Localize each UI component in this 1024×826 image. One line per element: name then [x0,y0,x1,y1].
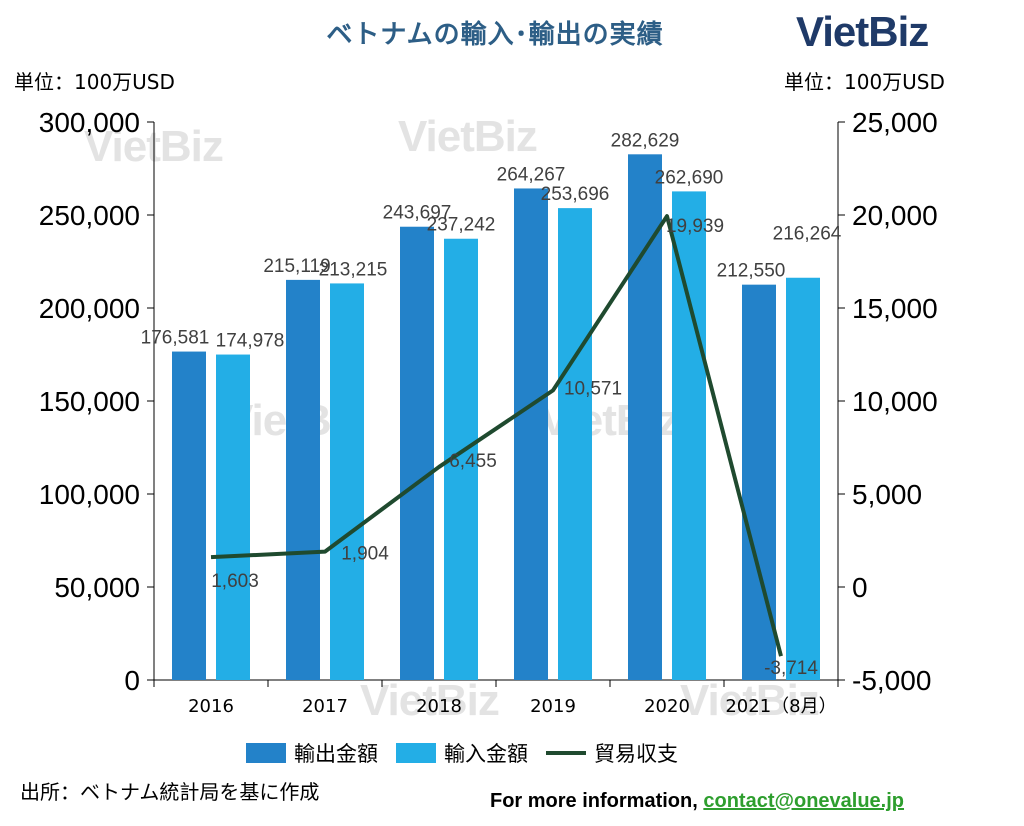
left-tick-label: 300,000 [39,107,140,138]
left-tick-label: 200,000 [39,293,140,324]
bar-import [216,354,250,680]
line-balance-label: -3,714 [764,658,818,679]
legend-item-import: 輸入金額 [396,738,528,768]
line-balance-label: 1,904 [341,544,389,565]
x-tick-label: 2021（8月） [725,696,836,717]
left-axis-unit: 単位：100万USD [14,70,175,94]
source-note: 出所：ベトナム統計局を基に作成 [20,780,320,804]
x-tick-label: 2020 [644,696,690,717]
bar-export [400,226,434,681]
contact-email-link[interactable]: contact@onevalue.jp [703,790,905,812]
left-tick-label: 150,000 [39,386,140,417]
right-tick-label: 15,000 [852,293,938,324]
bar-export-label: 243,697 [383,203,452,224]
left-tick-label: 0 [124,665,140,696]
watermark: VietBiz [360,676,500,725]
right-tick-label: 0 [852,572,868,603]
left-tick-label: 50,000 [54,572,140,603]
line-balance-label: 19,939 [666,216,724,237]
right-tick-label: 25,000 [852,107,938,138]
chart-title: ベトナムの輸入･輸出の実績 [326,20,664,50]
legend-item-export: 輸出金額 [246,738,378,768]
legend: 輸出金額 輸入金額 貿易収支 [246,738,696,768]
right-axis-unit: 単位：100万USD [784,70,945,94]
bar-import [786,277,820,680]
left-tick-label: 100,000 [39,479,140,510]
bar-export [172,351,206,680]
legend-swatch-import [396,743,436,763]
left-tick-label: 250,000 [39,200,140,231]
watermark: VietBiz [398,112,538,161]
x-tick-label: 2016 [188,696,234,717]
legend-item-balance: 貿易収支 [546,738,678,768]
legend-label-export: 輸出金額 [294,742,378,766]
bar-import [672,191,706,680]
bar-import-label: 174,978 [216,331,285,352]
bar-import-label: 213,215 [319,259,388,280]
line-balance [210,214,783,657]
bar-import [330,283,364,680]
bar-export-label: 215,119 [263,256,330,277]
bar-export [286,279,320,680]
bar-export-label: 264,267 [497,164,566,185]
bar-import-label: 253,696 [541,184,610,205]
right-tick-label: 5,000 [852,479,922,510]
x-tick-label: 2017 [302,696,348,717]
bar-import-label: 237,242 [427,215,496,236]
bar-export [514,188,548,680]
bar-export [628,154,662,680]
line-balance-label: 10,571 [564,378,622,399]
bar-export-label: 176,581 [141,328,210,349]
x-tick-label: 2018 [416,696,462,717]
bar-import [558,208,592,681]
bar-import-label: 216,264 [773,224,842,245]
more-info: For more information, contact@onevalue.j… [490,790,904,813]
vietbiz-logo: VietBiz [796,8,929,55]
bar-import-label: 262,690 [655,167,724,188]
legend-label-balance: 貿易収支 [594,742,678,766]
legend-swatch-balance [546,751,586,755]
more-info-label: For more information, [490,790,698,812]
line-balance-label: 6,455 [449,451,497,472]
watermark: VietBiz [680,676,820,725]
legend-label-import: 輸入金額 [444,742,528,766]
bar-export-label: 282,629 [611,130,680,151]
bar-export-label: 212,550 [717,261,786,282]
x-tick-label: 2019 [530,696,576,717]
right-tick-label: 10,000 [852,386,938,417]
line-balance-label: 1,603 [211,571,259,592]
right-tick-label: -5,000 [852,665,931,696]
right-tick-label: 20,000 [852,200,938,231]
legend-swatch-export [246,743,286,763]
